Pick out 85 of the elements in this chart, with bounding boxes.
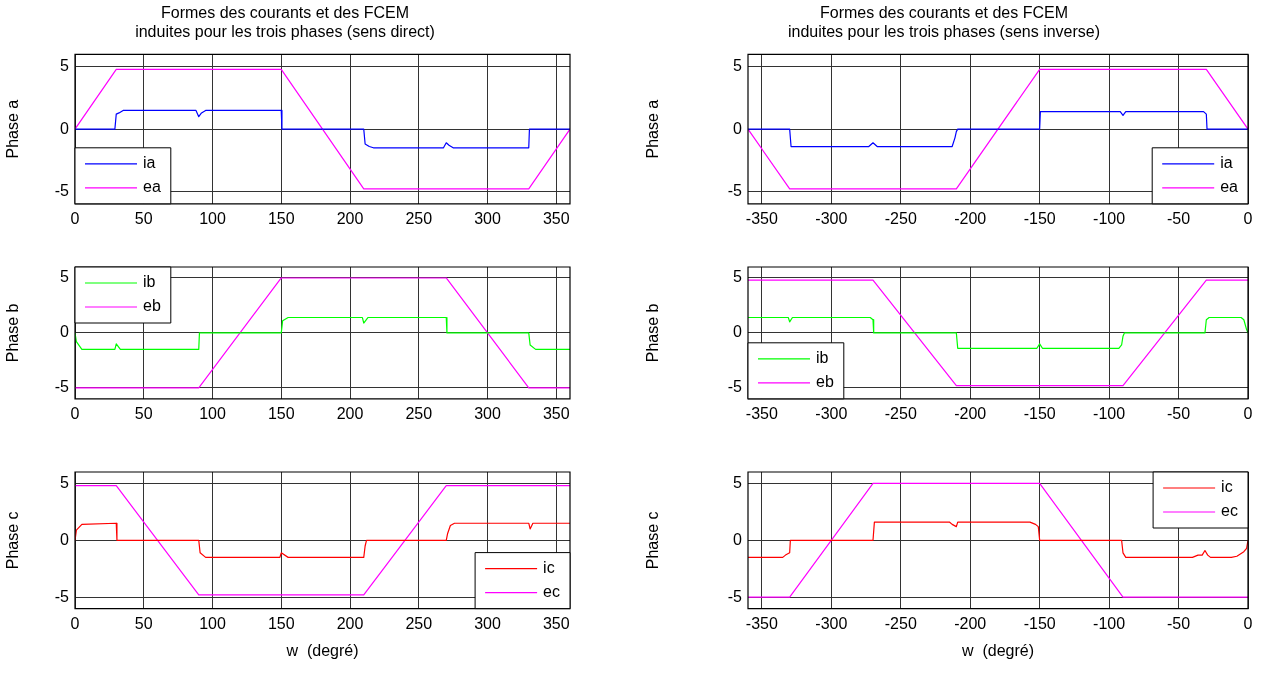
- legend-label: eb: [816, 373, 834, 391]
- x-tick-label: -250: [884, 404, 917, 422]
- y-tick-label: -5: [727, 181, 743, 199]
- legend-label: ib: [816, 349, 829, 367]
- x-tick-label: -100: [1093, 404, 1126, 422]
- y-tick-label: 0: [733, 119, 743, 137]
- x-tick-label: 150: [267, 614, 295, 632]
- x-tick-label: -150: [1023, 404, 1056, 422]
- x-tick-label: 150: [267, 209, 295, 227]
- legend-label: ic: [1221, 478, 1233, 496]
- y-tick-label: 0: [60, 119, 70, 137]
- legend-label: ia: [143, 154, 156, 172]
- legend-label: ia: [1220, 154, 1233, 172]
- y-tick-label: 0: [733, 323, 743, 341]
- x-tick-label: -150: [1023, 209, 1056, 227]
- x-tick-label: 100: [199, 614, 226, 632]
- x-tick-label: 200: [336, 209, 364, 227]
- x-tick-label: 300: [474, 614, 501, 632]
- x-tick-label: 0: [1243, 404, 1253, 422]
- x-tick-label: -50: [1166, 614, 1191, 632]
- y-tick-label: 5: [733, 57, 743, 75]
- x-tick-label: 150: [267, 404, 295, 422]
- y-axis-title: Phase c: [4, 511, 22, 570]
- x-axis-title: w (degré): [285, 641, 359, 659]
- x-tick-label: 350: [542, 404, 570, 422]
- x-tick-label: -100: [1093, 614, 1126, 632]
- x-tick-label: -200: [954, 209, 987, 227]
- y-tick-label: 5: [60, 268, 70, 286]
- y-tick-label: 5: [733, 268, 743, 286]
- x-tick-label: 350: [542, 614, 570, 632]
- y-axis-title: Phase a: [644, 99, 662, 159]
- x-tick-label: 50: [134, 614, 153, 632]
- y-tick-label: 5: [60, 473, 70, 491]
- x-tick-label: 250: [405, 404, 433, 422]
- x-tick-label: 350: [542, 209, 570, 227]
- chart-title: Formes des courants et des FCEM induites pour les trois phases (sens inverse): [787, 4, 1101, 41]
- x-tick-label: -150: [1023, 614, 1056, 632]
- x-tick-label: 0: [1243, 614, 1253, 632]
- x-tick-label: -250: [884, 209, 917, 227]
- x-tick-label: -200: [954, 404, 987, 422]
- x-tick-label: 100: [199, 404, 226, 422]
- y-tick-label: 5: [60, 57, 70, 75]
- x-tick-label: -300: [815, 614, 848, 632]
- x-tick-label: -350: [745, 209, 778, 227]
- x-tick-label: 100: [199, 209, 226, 227]
- y-tick-label: 0: [733, 530, 743, 548]
- x-axis-title: w (degré): [960, 641, 1035, 659]
- x-tick-label: 0: [1243, 209, 1253, 227]
- x-tick-label: 50: [134, 209, 153, 227]
- x-tick-label: 200: [336, 404, 364, 422]
- y-tick-label: -5: [54, 378, 70, 396]
- legend-label: ib: [143, 273, 156, 291]
- x-tick-label: -350: [745, 404, 778, 422]
- legend-label: eb: [143, 297, 161, 315]
- x-tick-label: -50: [1166, 209, 1191, 227]
- x-tick-label: -300: [815, 209, 848, 227]
- x-tick-label: 250: [405, 614, 433, 632]
- x-tick-label: -350: [745, 614, 778, 632]
- legend-label: ea: [1220, 178, 1239, 196]
- x-tick-label: 300: [474, 209, 501, 227]
- y-tick-label: -5: [54, 587, 70, 605]
- x-tick-label: -200: [954, 614, 987, 632]
- y-axis-title: Phase b: [644, 303, 662, 363]
- y-tick-label: 0: [60, 530, 70, 548]
- x-tick-label: 200: [336, 614, 364, 632]
- y-tick-label: -5: [54, 181, 70, 199]
- legend-label: ea: [143, 178, 161, 196]
- chart-title: Formes des courants et des FCEM induites pour les trois phases (sens direct): [135, 4, 435, 41]
- x-tick-label: -250: [884, 614, 917, 632]
- legend-label: ec: [543, 583, 561, 601]
- y-tick-label: -5: [727, 587, 743, 605]
- x-tick-label: 50: [134, 404, 153, 422]
- x-tick-label: 300: [474, 404, 501, 422]
- y-tick-label: 5: [733, 473, 743, 491]
- x-tick-label: -300: [815, 404, 848, 422]
- y-axis-title: Phase c: [644, 511, 662, 570]
- x-tick-label: -50: [1166, 404, 1191, 422]
- legend-label: ec: [1221, 502, 1239, 520]
- x-tick-label: -100: [1093, 209, 1126, 227]
- y-tick-label: -5: [727, 378, 743, 396]
- y-axis-title: Phase a: [4, 99, 22, 159]
- y-tick-label: 0: [60, 323, 70, 341]
- x-tick-label: 250: [405, 209, 433, 227]
- legend-label: ic: [543, 559, 555, 577]
- y-axis-title: Phase b: [4, 303, 22, 363]
